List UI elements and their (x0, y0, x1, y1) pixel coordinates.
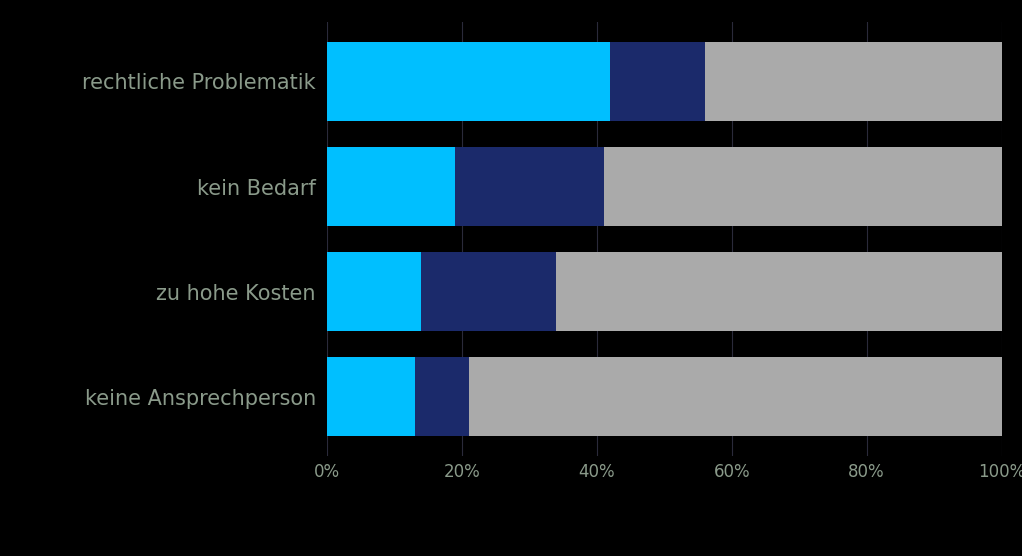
Bar (421, 252, 556, 331)
Bar (327, 358, 415, 436)
Bar (610, 42, 705, 121)
Bar (604, 147, 1002, 226)
Bar (327, 252, 421, 331)
Bar (705, 42, 1002, 121)
Bar (469, 358, 1002, 436)
Bar (415, 358, 469, 436)
Bar (556, 252, 1002, 331)
Bar (327, 42, 610, 121)
Bar (327, 147, 455, 226)
Bar (455, 147, 604, 226)
